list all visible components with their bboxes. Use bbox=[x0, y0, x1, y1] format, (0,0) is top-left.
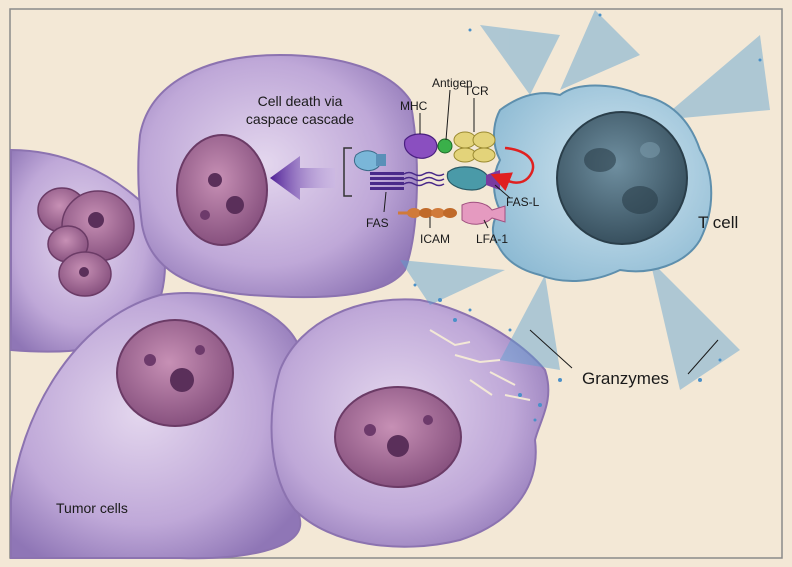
label-icam: ICAM bbox=[420, 232, 450, 246]
label-cell-death-2: caspace cascade bbox=[246, 111, 354, 127]
antigen-peptide bbox=[437, 138, 453, 154]
label-tcr: TCR bbox=[464, 84, 489, 98]
activation-arrow bbox=[490, 146, 535, 191]
receptor-cluster bbox=[343, 131, 535, 225]
t-cell-nucleus bbox=[556, 111, 688, 245]
tumor-cell-bottom-center-nucleus bbox=[334, 386, 462, 488]
label-granzymes: Granzymes bbox=[582, 369, 669, 388]
label-mhc: MHC bbox=[400, 99, 428, 113]
membrane-damage bbox=[429, 329, 531, 401]
label-tumor-cells: Tumor cells bbox=[56, 500, 128, 516]
granzyme-sprays bbox=[400, 10, 770, 390]
icam-molecule bbox=[398, 208, 457, 218]
label-antigen: Antigen bbox=[432, 76, 473, 90]
label-fas-l: FAS-L bbox=[506, 195, 540, 209]
fas-receptor bbox=[370, 171, 445, 190]
label-t-cell: T cell bbox=[698, 213, 738, 232]
label-lfa1: LFA-1 bbox=[476, 232, 508, 246]
granzyme-particles bbox=[413, 13, 762, 422]
tumor-cell-left-nuclei bbox=[37, 187, 135, 297]
tumor-cell-bottom-left-nucleus bbox=[116, 319, 234, 427]
label-cell-death-1: Cell death via bbox=[258, 93, 343, 109]
receptor-bracket bbox=[343, 147, 352, 197]
signal-arrow bbox=[270, 156, 335, 200]
tumor-cell-target-nucleus bbox=[176, 134, 268, 246]
leader-lines bbox=[383, 89, 719, 375]
label-fas: FAS bbox=[366, 216, 389, 230]
lfa1-molecule bbox=[461, 201, 506, 225]
tcr-molecule bbox=[453, 131, 496, 163]
mhc-molecule bbox=[403, 133, 453, 159]
